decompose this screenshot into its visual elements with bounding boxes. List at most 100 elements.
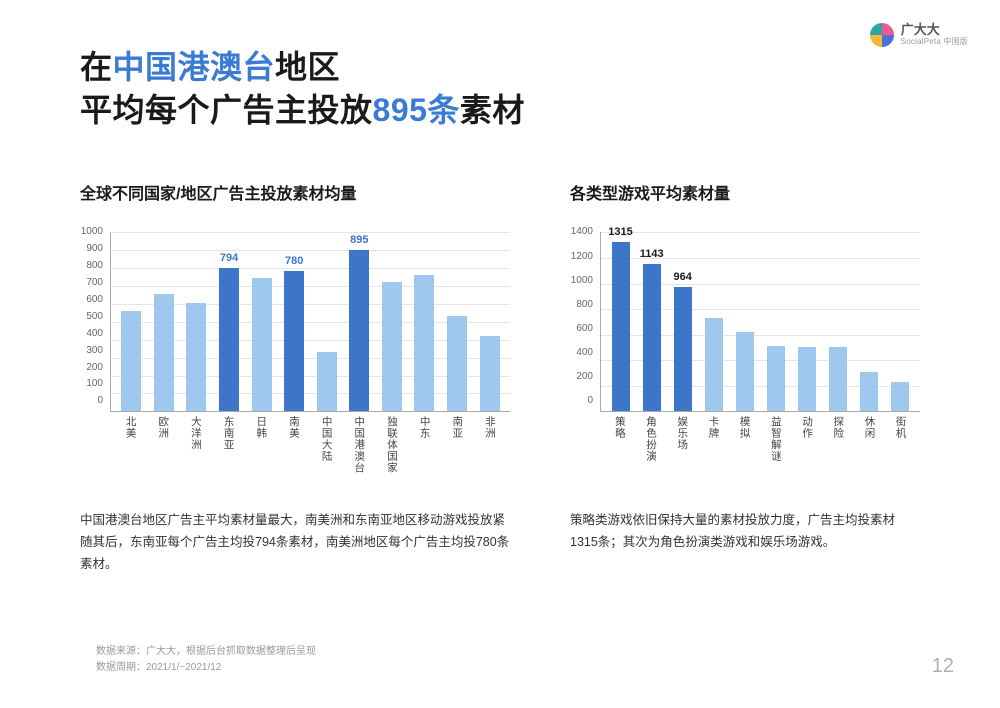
x-tick-label: 动作 [802, 416, 813, 462]
bar-slot: 1143 [636, 264, 667, 411]
x-axis-labels: 北美欧洲大洋洲东南亚日韩南美中国大陆中国港澳台独联体国家中东南亚非洲 [110, 416, 510, 474]
bar [736, 332, 754, 412]
bar [317, 352, 337, 411]
x-label-slot: 中东 [408, 416, 441, 474]
bar-value-label: 780 [285, 255, 303, 267]
x-tick-label: 休闲 [864, 416, 875, 462]
page-content: 在中国港澳台地区 平均每个广告主投放895条素材 全球不同国家/地区广告主投放素… [0, 0, 1000, 576]
bar [186, 303, 206, 411]
bar-slot: 895 [343, 250, 376, 411]
x-label-slot: 南亚 [441, 416, 474, 474]
x-tick-label: 角色扮演 [646, 416, 657, 462]
bar-value-label: 895 [350, 234, 368, 246]
y-tick-label: 1200 [571, 252, 593, 262]
caption-regions: 中国港澳台地区广告主平均素材量最大，南美洲和东南亚地区移动游戏投放紧随其后，东南… [80, 510, 510, 576]
x-axis-labels: 策略角色扮演娱乐场卡牌模拟益智解谜动作探险休闲街机 [600, 416, 920, 462]
bar [891, 382, 909, 412]
x-tick-label: 中国港澳台 [354, 416, 365, 474]
x-label-slot: 角色扮演 [635, 416, 666, 462]
x-tick-label: 中东 [419, 416, 430, 474]
x-label-slot: 东南亚 [212, 416, 245, 474]
x-tick-label: 街机 [895, 416, 906, 462]
bar [284, 271, 304, 411]
y-tick-label: 400 [81, 329, 103, 339]
x-label-slot: 中国港澳台 [343, 416, 376, 474]
bar [767, 346, 785, 412]
captions-row: 中国港澳台地区广告主平均素材量最大，南美洲和东南亚地区移动游戏投放紧随其后，东南… [80, 510, 920, 576]
bar-value-label: 964 [674, 271, 692, 283]
bar-slot [310, 352, 343, 411]
chart-panel-regions: 全球不同国家/地区广告主投放素材均量 100090080070060050040… [80, 180, 510, 474]
bar [414, 275, 434, 412]
bar [252, 278, 272, 411]
y-tick-label: 700 [81, 278, 103, 288]
y-tick-label: 200 [81, 363, 103, 373]
bar [705, 318, 723, 412]
bar-value-label: 1315 [608, 226, 632, 238]
y-tick-label: 600 [81, 295, 103, 305]
x-tick-label: 大洋洲 [190, 416, 201, 474]
y-tick-label: 200 [571, 372, 593, 382]
charts-row: 全球不同国家/地区广告主投放素材均量 100090080070060050040… [80, 180, 920, 474]
x-label-slot: 益智解谜 [760, 416, 791, 462]
x-tick-label: 南亚 [452, 416, 463, 474]
x-label-slot: 南美 [277, 416, 310, 474]
bar-chart-regions: 1000900800700600500400300200100079478089… [80, 232, 510, 474]
bar [612, 242, 630, 411]
bar-slot [245, 278, 278, 411]
y-tick-label: 800 [81, 261, 103, 271]
x-label-slot: 街机 [885, 416, 916, 462]
bars-container: 794 780 895 [111, 232, 510, 411]
plot-area: 1000900800700600500400300200100079478089… [110, 232, 510, 412]
bar-slot: 794 [213, 268, 246, 411]
x-label-slot: 独联体国家 [375, 416, 408, 474]
y-tick-label: 1000 [81, 227, 103, 237]
bar-slot [148, 294, 181, 411]
logo-quad-tl [870, 23, 882, 35]
bar [349, 250, 369, 411]
y-tick-label: 800 [571, 300, 593, 310]
y-tick-label: 600 [571, 324, 593, 334]
bar [219, 268, 239, 411]
title-text: 平均每个广告主投放 [80, 92, 373, 128]
logo-mark [869, 22, 895, 48]
bar-slot [180, 303, 213, 411]
x-label-slot: 欧洲 [147, 416, 180, 474]
page-title: 在中国港澳台地区 平均每个广告主投放895条素材 [80, 46, 920, 132]
logo-quad-bl [870, 35, 882, 47]
bar-slot [408, 275, 441, 412]
y-tick-label: 0 [81, 396, 103, 406]
title-text: 在 [80, 49, 113, 85]
x-tick-label: 益智解谜 [770, 416, 781, 462]
y-tick-label: 400 [571, 348, 593, 358]
y-tick-label: 1400 [571, 227, 593, 237]
x-tick-label: 日韩 [256, 416, 267, 474]
x-label-slot: 休闲 [854, 416, 885, 462]
chart-title: 全球不同国家/地区广告主投放素材均量 [80, 180, 510, 204]
title-highlight: 中国港澳台 [113, 49, 276, 85]
bars-container: 13151143964 [601, 232, 920, 411]
bar [829, 347, 847, 411]
x-label-slot: 中国大陆 [310, 416, 343, 474]
bar-slot [376, 282, 409, 412]
x-label-slot: 策略 [604, 416, 635, 462]
x-label-slot: 模拟 [729, 416, 760, 462]
x-tick-label: 探险 [833, 416, 844, 462]
x-label-slot: 非洲 [473, 416, 506, 474]
bar [382, 282, 402, 412]
x-label-slot: 动作 [791, 416, 822, 462]
bar-slot [792, 347, 823, 411]
bar [860, 372, 878, 412]
footer-source: 数据来源：广大大，根据后台抓取数据整理后呈现 [96, 644, 316, 660]
x-tick-label: 策略 [614, 416, 625, 462]
bar-value-label: 794 [220, 252, 238, 264]
bar-chart-game-types: 140012001000800600400200013151143964策略角色… [570, 232, 920, 462]
y-tick-label: 100 [81, 379, 103, 389]
bar [154, 294, 174, 411]
y-axis-labels: 10009008007006005004003002001000 [81, 232, 103, 411]
footer-period: 数据周期：2021/1/~2021/12 [96, 660, 316, 676]
bar-slot [473, 336, 506, 412]
brand-logo: 广大大 SocialPeta 中国版 [869, 22, 968, 48]
x-label-slot: 卡牌 [698, 416, 729, 462]
x-tick-label: 南美 [288, 416, 299, 474]
